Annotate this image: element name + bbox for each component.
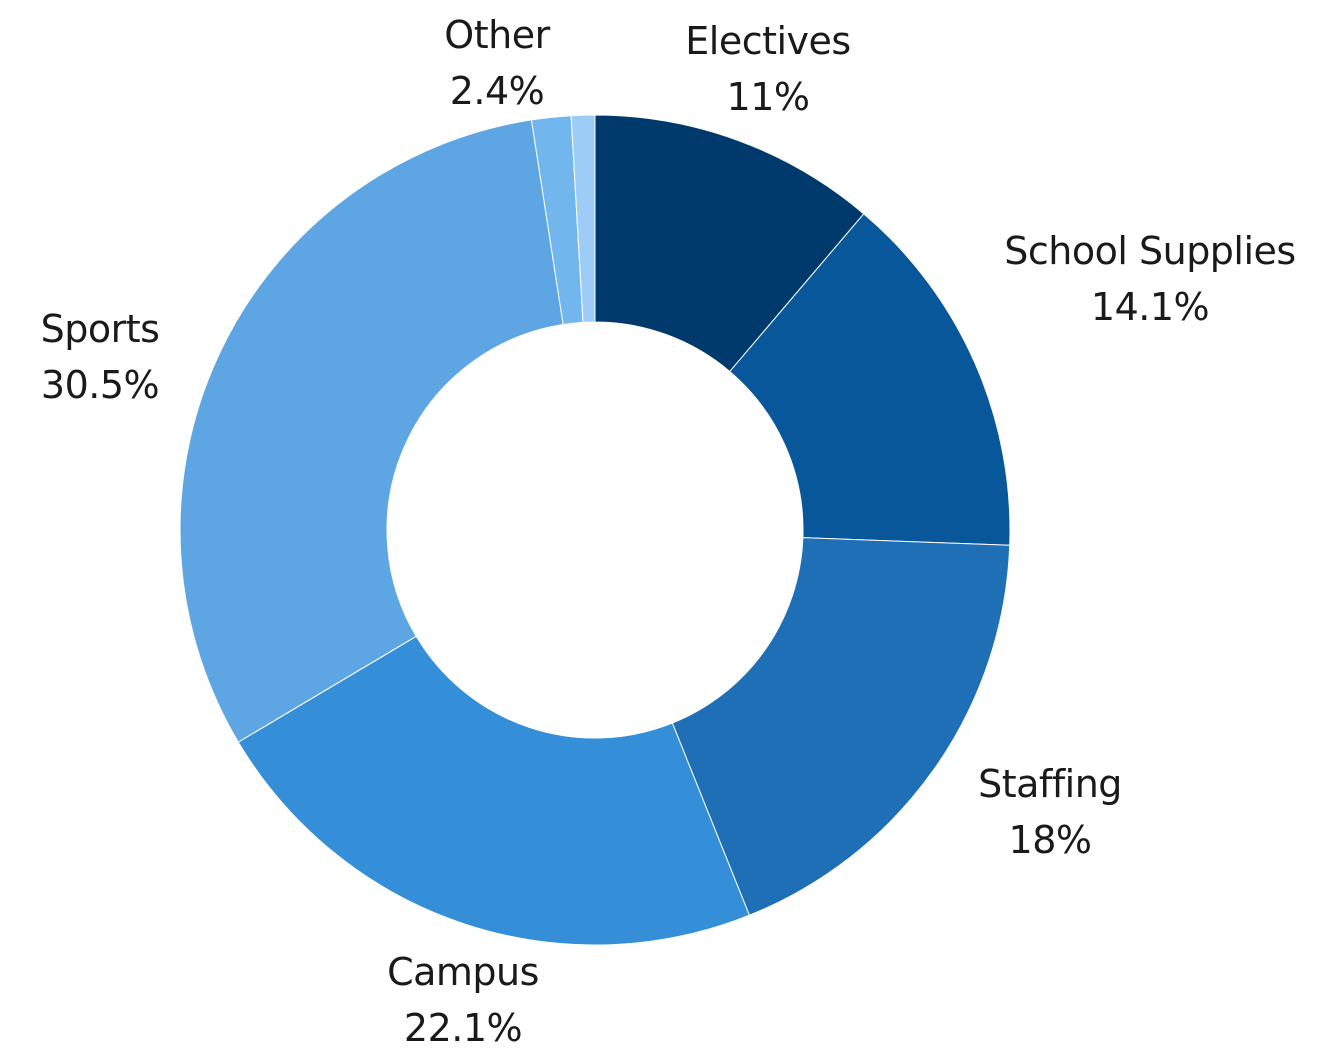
slice-staffing [671, 537, 1011, 916]
label-sports-value: 30.5% [41, 363, 159, 407]
label-staffing-value: 18% [1009, 818, 1092, 862]
labels-group: Electives 11% School Supplies 14.1% Staffing… [41, 13, 1297, 1050]
label-campus-value: 22.1% [404, 1006, 522, 1050]
label-electives-value: 11% [727, 75, 810, 119]
label-school-supplies-value: 14.1% [1091, 285, 1209, 329]
slice-other-6 [570, 114, 596, 323]
slice-school-supplies [729, 213, 1011, 546]
label-other-value: 2.4% [450, 69, 545, 113]
label-campus-name: Campus [387, 950, 539, 994]
slice-sports [179, 119, 564, 743]
label-staffing-name: Staffing [978, 762, 1122, 806]
label-electives-name: Electives [685, 19, 850, 63]
slice-campus [237, 635, 751, 946]
label-sports-name: Sports [41, 307, 160, 351]
label-other-name: Other [444, 13, 550, 57]
slice-electives [594, 114, 865, 373]
label-school-supplies-name: School Supplies [1004, 229, 1295, 273]
slices-group [179, 114, 1011, 946]
